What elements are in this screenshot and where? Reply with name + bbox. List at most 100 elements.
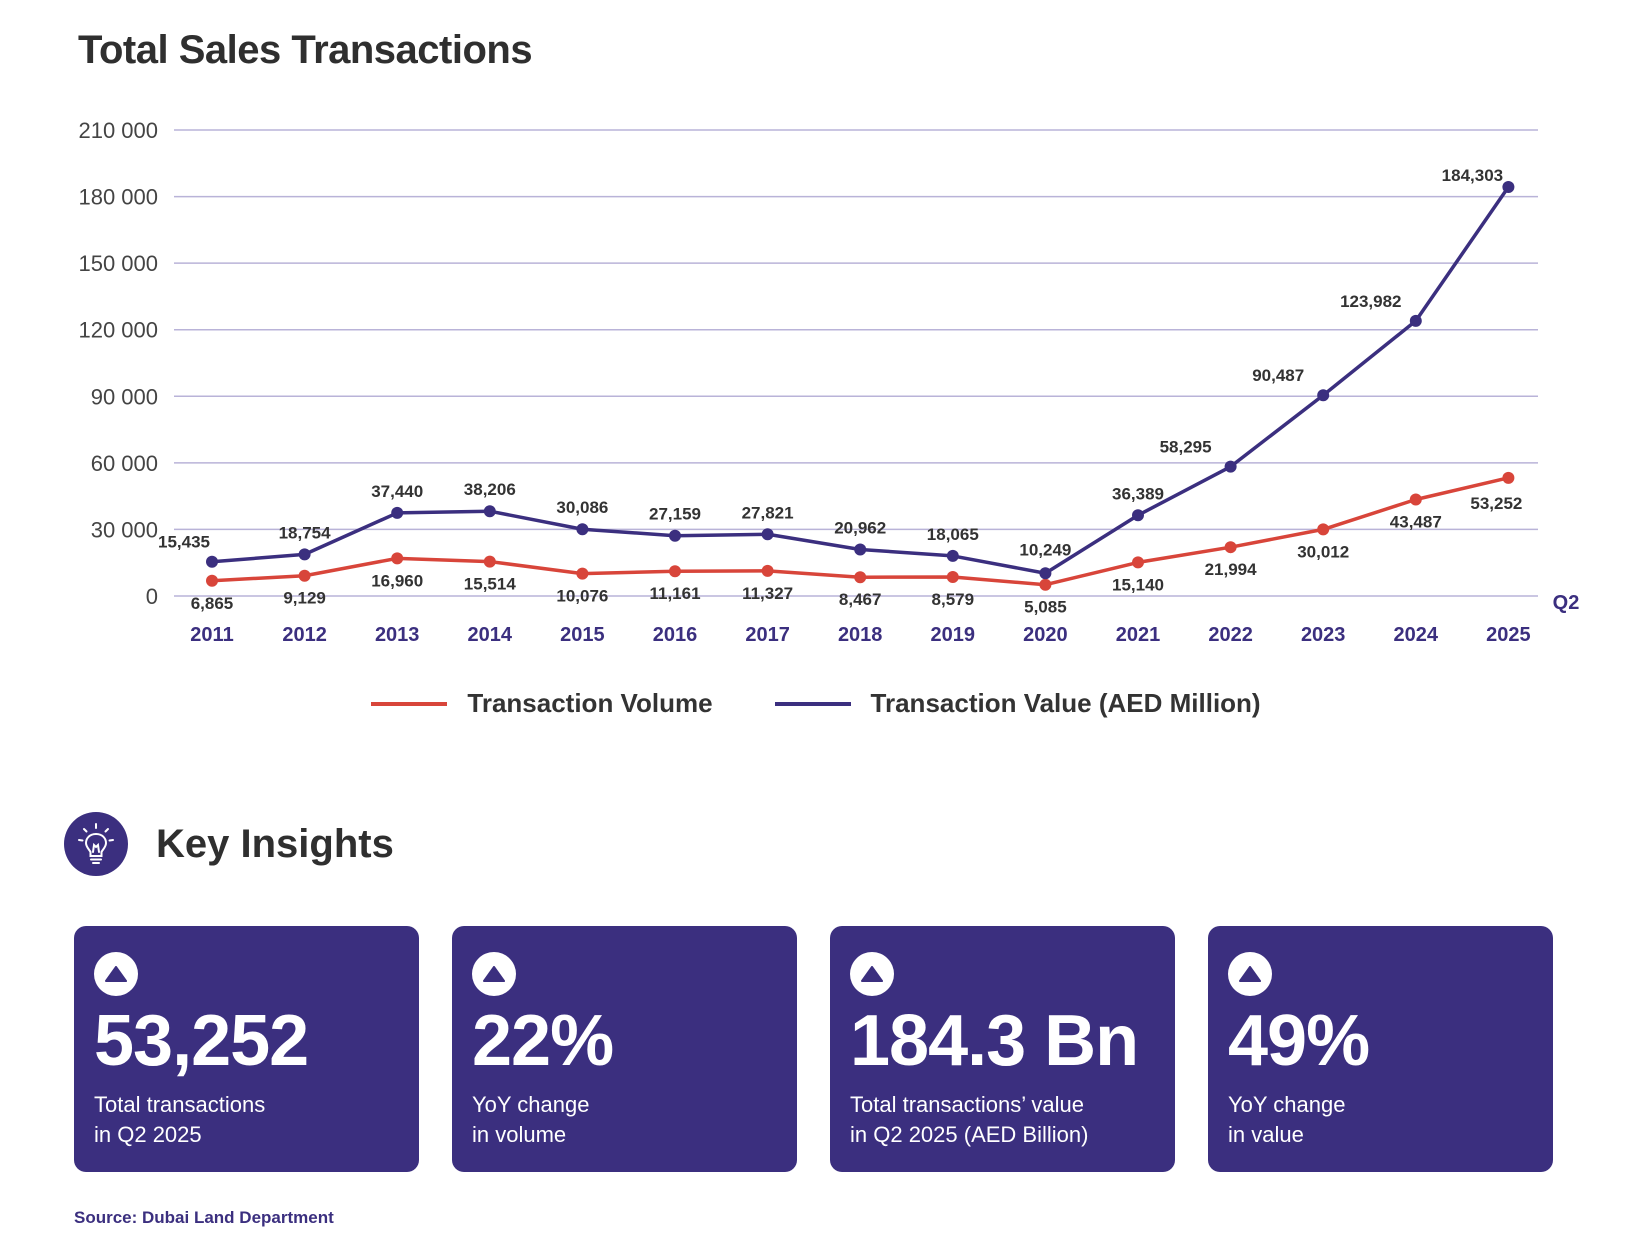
triangle-up-icon [472, 952, 516, 996]
series-line [211, 186, 1510, 576]
x-tick-label: 2025 [1486, 624, 1531, 646]
card-value: 184.3 Bn [850, 1001, 1139, 1081]
data-point [576, 523, 589, 536]
data-label: 8,579 [932, 590, 975, 609]
data-point [1224, 460, 1237, 473]
x-tick-label: 2021 [1116, 624, 1161, 646]
data-label: 123,982 [1340, 292, 1401, 311]
x-tick-label: 2024 [1394, 624, 1439, 646]
card-value: 22% [472, 1001, 614, 1081]
x-axis-ticks: 2011 2012 2013 2014 2015 2016 2017 2018 2019 2020… [190, 592, 1579, 646]
insight-card-yoy-volume: 22% YoY change in volume [452, 926, 797, 1172]
insight-card-total-value: 184.3 Bn Total transactions’ value in Q2… [830, 926, 1175, 1172]
data-point [391, 506, 404, 519]
legend-item-value: Transaction Value (AED Million) [774, 688, 1261, 719]
data-label: 21,994 [1205, 560, 1258, 579]
legend: Transaction Volume Transaction Value (AE… [0, 688, 1632, 719]
data-label: 8,467 [839, 590, 882, 609]
data-point [1409, 314, 1422, 327]
data-point [946, 570, 959, 583]
data-point [761, 564, 774, 577]
data-point [669, 565, 681, 578]
data-label: 15,514 [464, 575, 517, 594]
y-tick-label: 180 000 [78, 185, 158, 210]
data-label: 30,012 [1297, 542, 1349, 561]
insight-card-yoy-value: 49% YoY change in value [1208, 926, 1553, 1172]
data-label: 58,295 [1160, 438, 1212, 457]
y-tick-label: 210 000 [78, 118, 158, 143]
y-axis-ticks: 0 30 000 60 000 90 000 120 000 150 000 180 000… [78, 118, 158, 609]
y-tick-label: 0 [146, 584, 158, 609]
x-tick-label: 2018 [838, 624, 883, 646]
x-tick-label: 2020 [1023, 624, 1068, 646]
data-label: 184,303 [1442, 166, 1503, 185]
data-label: 53,252 [1470, 494, 1522, 513]
data-point [1317, 523, 1330, 536]
x-tick-label: 2019 [931, 624, 976, 646]
triangle-up-icon [850, 952, 894, 996]
data-label: 30,086 [556, 498, 608, 517]
data-point [298, 569, 311, 582]
card-value: 53,252 [94, 1001, 309, 1081]
x-tick-label: 2015 [560, 624, 605, 646]
card-label: YoY change in volume [472, 1091, 590, 1147]
y-tick-label: 30 000 [91, 517, 158, 542]
data-label: 6,865 [191, 594, 234, 613]
insights-title: Key Insights [156, 821, 394, 866]
card-label: YoY change in value [1228, 1091, 1346, 1147]
data-label: 37,440 [371, 482, 423, 501]
data-label: 20,962 [834, 518, 886, 537]
y-tick-label: 90 000 [91, 384, 158, 409]
data-label: 90,487 [1252, 366, 1304, 385]
x-tick-label: 2016 [653, 624, 698, 646]
data-label: 11,327 [742, 584, 793, 603]
y-tick-label: 120 000 [78, 318, 158, 343]
data-point [206, 574, 218, 587]
data-label: 9,129 [283, 589, 326, 608]
data-point [483, 505, 496, 518]
gridlines [174, 129, 1538, 597]
legend-item-volume: Transaction Volume [371, 688, 713, 719]
data-point [483, 555, 496, 568]
data-label: 15,140 [1112, 575, 1164, 594]
data-point [1224, 541, 1237, 554]
data-label: 5,085 [1024, 598, 1067, 617]
x-tick-label: 2012 [282, 624, 327, 646]
source-note: Source: Dubai Land Department [74, 1208, 334, 1227]
data-point [1409, 493, 1422, 506]
card-label: Total transactions in Q2 2025 [94, 1091, 266, 1147]
data-point [854, 571, 867, 584]
data-point [1502, 471, 1515, 484]
triangle-up-icon [94, 952, 138, 996]
data-point [1502, 181, 1515, 194]
data-point [946, 549, 959, 562]
series-group: 6,865 9,129 16,960 15,514 10,076 11,161 11,327… [158, 166, 1522, 617]
data-label: 27,821 [742, 503, 794, 522]
data-label: 36,389 [1112, 484, 1164, 503]
y-tick-label: 150 000 [78, 251, 158, 276]
data-label: 11,161 [649, 584, 700, 603]
insight-cards: 53,252 Total transactions in Q2 2025 22%… [74, 926, 1553, 1172]
lightbulb-icon [64, 812, 128, 876]
data-point [1317, 389, 1330, 402]
data-point [391, 552, 404, 565]
legend-swatch-value [774, 701, 851, 706]
data-label: 27,159 [649, 505, 701, 524]
card-value: 49% [1228, 1001, 1370, 1081]
legend-label-value: Transaction Value (AED Million) [870, 688, 1261, 718]
data-point [1132, 556, 1144, 569]
data-point [761, 528, 774, 541]
data-point [1039, 567, 1052, 580]
x-tick-label: 2022 [1208, 624, 1253, 646]
data-label: 16,960 [371, 571, 423, 590]
card-label: Total transactions’ value in Q2 2025 (AE… [850, 1091, 1089, 1147]
line-chart: 0 30 000 60 000 90 000 120 000 150 000 180 000… [78, 118, 1579, 646]
data-point [1132, 509, 1144, 522]
data-label: 15,435 [158, 533, 210, 552]
data-label: 18,065 [927, 525, 979, 544]
x-tick-label: 2013 [375, 624, 420, 646]
x-tick-label: 2023 [1301, 624, 1346, 646]
data-label: 18,754 [279, 523, 332, 542]
data-point [576, 567, 589, 580]
x-tick-label: 2014 [468, 624, 513, 646]
